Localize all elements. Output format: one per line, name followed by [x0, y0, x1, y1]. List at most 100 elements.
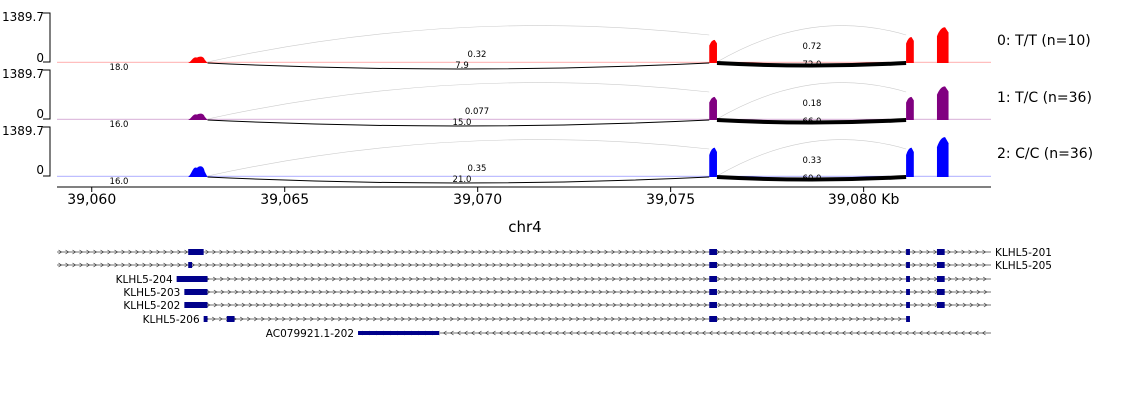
exon-block-3	[906, 316, 910, 322]
junction-label-0-0: 18.0	[110, 63, 129, 73]
strand-chevron	[695, 330, 699, 336]
coverage-peak-2-0	[188, 166, 208, 177]
x-tick-label-1: 39,065	[260, 192, 309, 208]
strand-chevron	[311, 289, 316, 295]
strand-chevron	[323, 316, 328, 322]
strand-chevron	[304, 289, 309, 295]
strand-chevron	[506, 330, 510, 336]
strand-chevron	[611, 262, 616, 268]
strand-chevron	[430, 289, 435, 295]
strand-chevron	[421, 316, 426, 322]
strand-chevron	[731, 289, 736, 295]
strand-chevron	[779, 262, 784, 268]
strand-chevron	[864, 302, 869, 308]
exon-block-1	[709, 262, 717, 268]
strand-chevron	[793, 249, 798, 255]
strand-chevron	[646, 249, 651, 255]
strand-chevron	[491, 316, 496, 322]
strand-chevron	[919, 276, 924, 282]
strand-chevron	[366, 262, 371, 268]
strand-chevron	[814, 276, 819, 282]
strand-chevron	[632, 249, 637, 255]
strand-chevron	[240, 249, 245, 255]
strand-chevron	[275, 276, 280, 282]
strand-chevron	[969, 289, 974, 295]
coverage-0	[57, 27, 991, 63]
x-tick-label-0: 39,060	[67, 192, 116, 208]
junction-arc-below-2-1	[716, 175, 907, 182]
strand-chevron	[555, 262, 560, 268]
strand-chevron	[598, 302, 603, 308]
strand-chevron	[128, 262, 133, 268]
strand-chevron	[72, 249, 77, 255]
strand-chevron	[429, 276, 434, 282]
strand-chevron	[317, 276, 322, 282]
junction-label-1-0: 16.0	[110, 120, 129, 130]
strand-chevron	[142, 249, 147, 255]
strand-chevron	[570, 289, 575, 295]
strand-chevron	[675, 289, 680, 295]
strand-chevron	[766, 289, 771, 295]
strand-chevron	[415, 249, 420, 255]
strand-chevron	[576, 249, 581, 255]
strand-chevron	[730, 249, 735, 255]
strand-chevron	[625, 262, 630, 268]
strand-chevron	[786, 330, 790, 336]
strand-chevron	[295, 316, 300, 322]
strand-chevron	[667, 276, 672, 282]
junction-arc-above-2-0	[207, 139, 710, 177]
strand-chevron	[478, 330, 482, 336]
strand-chevron	[422, 262, 427, 268]
strand-chevron	[625, 276, 630, 282]
strand-chevron	[926, 249, 931, 255]
strand-chevron	[569, 276, 574, 282]
strand-chevron	[247, 249, 252, 255]
sample-label-0: 0: T/T (n=10)	[997, 33, 1091, 49]
strand-chevron	[633, 302, 638, 308]
strand-chevron	[836, 289, 841, 295]
strand-chevron	[471, 276, 476, 282]
strand-chevron	[492, 330, 496, 336]
strand-chevron	[388, 302, 393, 308]
strand-chevron	[828, 330, 832, 336]
strand-chevron	[639, 249, 644, 255]
chromosome-label: chr4	[508, 218, 541, 236]
strand-chevron	[423, 302, 428, 308]
strand-chevron	[184, 262, 189, 268]
strand-chevron	[800, 249, 805, 255]
strand-chevron	[842, 262, 847, 268]
strand-chevron	[526, 316, 531, 322]
strand-chevron	[451, 289, 456, 295]
strand-chevron	[457, 262, 462, 268]
strand-chevron	[982, 262, 987, 268]
strand-chevron	[485, 262, 490, 268]
strand-chevron	[674, 249, 679, 255]
transcript-label: KLHL5-206	[143, 314, 200, 326]
strand-chevron	[779, 249, 784, 255]
strand-chevron	[379, 316, 384, 322]
strand-chevron	[296, 262, 301, 268]
strand-chevron	[408, 262, 413, 268]
strand-chevron	[492, 262, 497, 268]
strand-chevron	[372, 316, 377, 322]
strand-chevron	[654, 289, 659, 295]
strand-chevron	[395, 302, 400, 308]
strand-chevron	[470, 316, 475, 322]
strand-chevron	[318, 302, 323, 308]
coverage-peak-2-3	[936, 137, 949, 177]
strand-chevron	[771, 316, 776, 322]
strand-chevron	[856, 249, 861, 255]
strand-chevron	[885, 289, 890, 295]
strand-chevron	[373, 262, 378, 268]
strand-chevron	[507, 289, 512, 295]
strand-chevron	[562, 249, 567, 255]
strand-chevron	[374, 302, 379, 308]
strand-chevron	[472, 302, 477, 308]
strand-chevron	[752, 289, 757, 295]
strand-chevron	[527, 262, 532, 268]
strand-chevron	[926, 330, 930, 336]
strand-chevron	[527, 276, 532, 282]
strand-chevron	[401, 249, 406, 255]
strand-chevron	[661, 302, 666, 308]
